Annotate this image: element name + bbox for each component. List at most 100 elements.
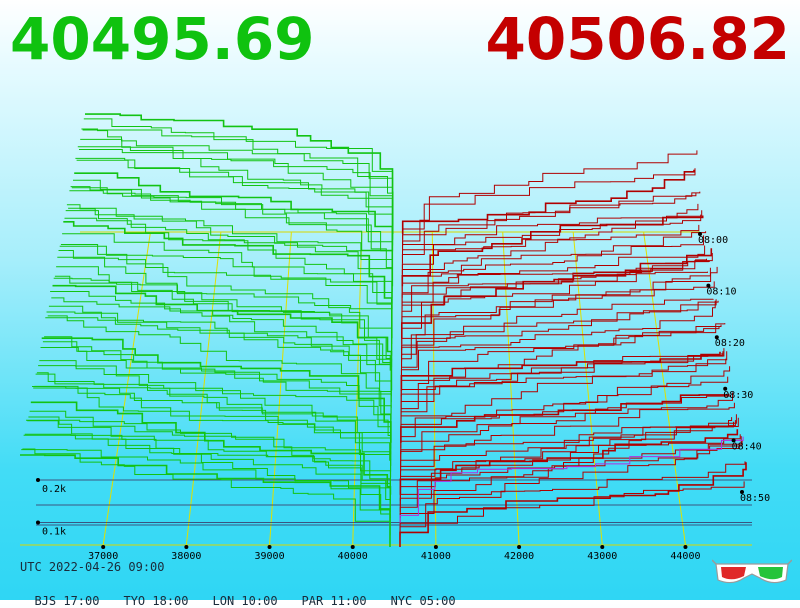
bid-depth-curve — [62, 233, 393, 345]
bid-depth-curve — [51, 297, 392, 397]
ask-price: 40506.82 — [485, 5, 790, 73]
price-tick-label: 39000 — [254, 551, 284, 562]
3d-glasses-icon[interactable] — [712, 556, 792, 590]
bid-depth-curve — [38, 365, 392, 461]
depth-tick-marker — [36, 478, 40, 482]
bid-depth-curve — [50, 291, 392, 403]
ask-depth-curve — [401, 267, 711, 333]
time-tick-marker — [698, 232, 702, 236]
tz-par: PAR 11:00 — [301, 594, 367, 608]
ask-depth-curve — [400, 351, 728, 432]
bid-depth-curve — [39, 360, 392, 455]
ask-depth-curve — [400, 323, 726, 420]
price-tick-label: 40000 — [338, 551, 368, 562]
utc-time: UTC 2022-04-26 09:00 — [20, 560, 165, 574]
price-tick-marker — [600, 545, 605, 549]
bid-depth-curve — [63, 221, 393, 339]
ask-depth-curve — [401, 298, 714, 350]
depth-axis: 0.1k 0.2k — [36, 478, 752, 538]
ask-depth-curve — [400, 414, 737, 489]
bid-depth-curve — [34, 385, 392, 478]
bid-depth-curve — [21, 449, 391, 542]
ask-depth-curve — [399, 417, 739, 501]
bid-depth-curve — [64, 217, 393, 333]
ask-depth-curve — [401, 169, 695, 234]
timezone-clocks: BJS 17:00 TYO 18:00 LON 10:00 PAR 11:00 NYC … — [20, 580, 480, 608]
ask-depth-curve — [400, 392, 733, 466]
price-tick-marker — [184, 545, 189, 549]
ask-depth-curve — [401, 214, 702, 275]
price-tick-label: 44000 — [670, 551, 700, 562]
price-tick-label: 42000 — [504, 551, 534, 562]
ask-depth-curve — [399, 461, 746, 542]
ask-depth-curve — [400, 402, 735, 478]
ask-depth-curve — [401, 245, 706, 298]
ask-depth-curve — [401, 253, 713, 345]
bid-depth-curve — [24, 433, 391, 524]
ask-depth-curve — [399, 429, 739, 495]
time-tick-label: 08:50 — [740, 493, 770, 504]
bid-depth-curve — [81, 128, 394, 252]
ask-depth-curve — [401, 300, 716, 362]
ask-depth-curve — [401, 210, 703, 281]
ask-depth-curve — [400, 376, 729, 437]
bid-depth-curve — [47, 315, 392, 414]
bid-depth-curve — [22, 448, 391, 536]
bid-depth-curve — [33, 387, 391, 484]
bid-depth-curve — [52, 284, 393, 391]
ask-depth-curve — [399, 440, 743, 524]
ask-depth-curve — [401, 266, 718, 374]
ask-depth-curve — [402, 224, 700, 263]
depth-curves — [20, 113, 747, 547]
time-tick-label: 08:10 — [706, 287, 736, 298]
bid-depth-curve — [30, 401, 392, 495]
depth-tick-label: 0.1k — [42, 527, 66, 538]
tz-nyc: NYC 05:00 — [390, 594, 456, 608]
ask-depth-curve — [399, 462, 747, 547]
price-gridline — [572, 231, 603, 546]
ask-depth-curve — [401, 235, 705, 292]
bid-depth-curve — [75, 157, 393, 281]
price-tick-marker — [433, 545, 438, 549]
ask-depth-curve — [399, 436, 744, 530]
bid-depth-curve — [35, 373, 392, 472]
bid-depth-curve — [83, 118, 394, 240]
price-gridline — [102, 231, 151, 546]
bid-depth-curve — [42, 341, 392, 437]
time-tick-label: 08:30 — [723, 390, 753, 401]
tz-bjs: BJS 17:00 — [34, 594, 100, 608]
bid-depth-curve — [85, 113, 394, 234]
time-tick-marker — [706, 283, 711, 288]
price-tick-label: 41000 — [421, 551, 451, 562]
ask-depth-curve — [401, 281, 715, 356]
price-gridline — [643, 231, 686, 546]
price-tick-marker — [101, 545, 106, 549]
bid-depth-curve — [32, 386, 391, 489]
bid-depth-curve — [82, 129, 394, 246]
bid-depth-curve — [69, 190, 393, 310]
bid-depth-curve — [28, 416, 391, 507]
ask-depth-curve — [400, 394, 732, 455]
ask-depth-curve — [400, 366, 731, 449]
price-tick-label: 43000 — [587, 551, 617, 562]
bid-depth-curve — [27, 420, 391, 513]
bid-depth-curve — [45, 317, 392, 426]
time-tick-label: 08:20 — [715, 338, 745, 349]
depth-tick-marker — [36, 520, 40, 525]
price-tick-label: 37000 — [88, 551, 118, 562]
bid-depth-curve — [79, 149, 393, 263]
ask-depth-curve — [401, 215, 704, 287]
bid-depth-curve — [80, 138, 393, 258]
bid-depth-curve — [48, 305, 392, 408]
bid-depth-curve — [58, 250, 393, 362]
bid-depth-curve — [74, 172, 394, 287]
bid-depth-curve — [68, 207, 393, 316]
bid-depth-curve — [26, 419, 391, 518]
ask-depth-curve — [402, 193, 697, 246]
bid-depth-curve — [20, 454, 391, 547]
ask-depth-curve — [400, 351, 721, 391]
bid-depth-curve — [77, 146, 393, 269]
ask-depth-curve — [399, 481, 745, 536]
ask-depth-curve — [400, 358, 727, 426]
ask-depth-curve — [400, 348, 725, 414]
